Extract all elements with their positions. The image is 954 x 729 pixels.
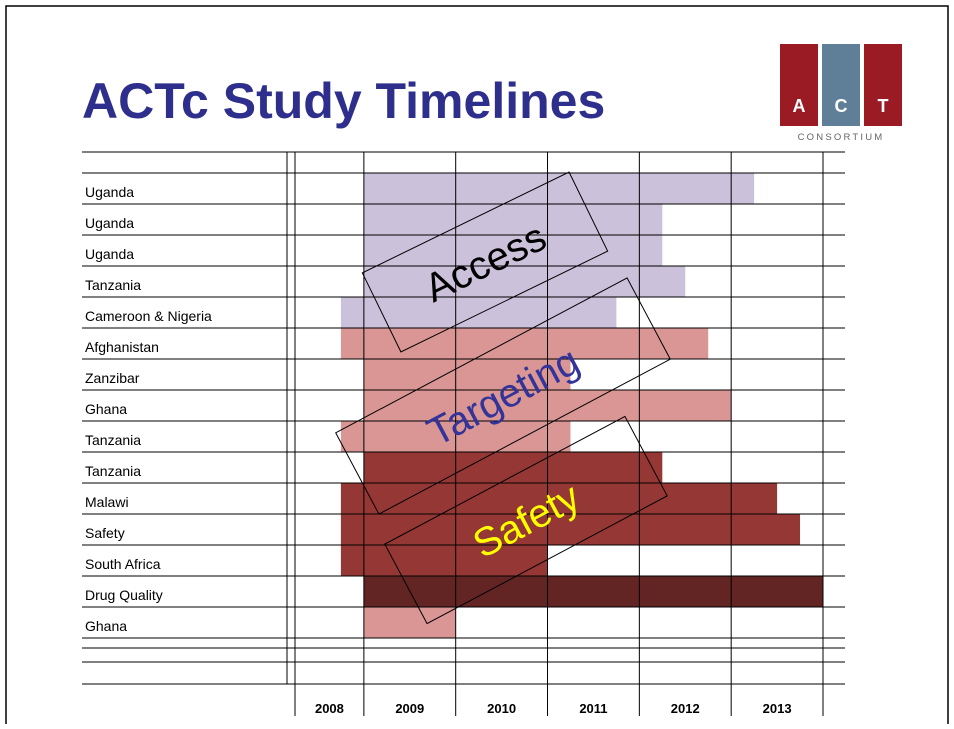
year-label: 2013 xyxy=(763,701,792,716)
logo-bar xyxy=(822,44,860,126)
row-label: Safety xyxy=(85,525,125,541)
logo-bar xyxy=(864,44,902,126)
row-label: Uganda xyxy=(85,184,134,200)
year-label: 2012 xyxy=(671,701,700,716)
timeline-bar xyxy=(363,452,663,483)
row-label: Tanzania xyxy=(85,463,141,479)
timeline-bar xyxy=(363,607,456,638)
row-label: Tanzania xyxy=(85,277,141,293)
row-label: Zanzibar xyxy=(85,370,140,386)
row-label: Ghana xyxy=(85,618,127,634)
timeline-bar xyxy=(363,576,823,607)
row-label: Malawi xyxy=(85,494,129,510)
logo: A C T CONSORTIUM xyxy=(780,44,902,143)
slide-title: ACTc Study Timelines xyxy=(82,73,605,129)
logo-letter: T xyxy=(878,96,889,116)
row-label: Drug Quality xyxy=(85,587,163,603)
row-label: Cameroon & Nigeria xyxy=(85,308,212,324)
timeline-bar xyxy=(363,266,686,297)
timeline-bar xyxy=(363,204,663,235)
row-label: Afghanistan xyxy=(85,339,159,355)
row-label: Uganda xyxy=(85,215,134,231)
year-label: 2010 xyxy=(487,701,516,716)
timeline-bar xyxy=(340,545,548,576)
logo-letter: C xyxy=(835,96,848,116)
year-label: 2008 xyxy=(315,701,344,716)
timeline-bar xyxy=(363,359,571,390)
timeline-bar xyxy=(340,483,778,514)
row-label: Ghana xyxy=(85,401,127,417)
timeline-bar xyxy=(363,173,755,204)
row-label: Uganda xyxy=(85,246,134,262)
timeline-bar xyxy=(363,235,663,266)
timeline-bar xyxy=(340,328,709,359)
logo-text: CONSORTIUM xyxy=(798,132,885,143)
row-label: South Africa xyxy=(85,556,161,572)
year-label: 2009 xyxy=(395,701,424,716)
logo-letter: A xyxy=(793,96,806,116)
annotation-box xyxy=(335,277,671,515)
annotation-box xyxy=(384,415,668,625)
logo-bar xyxy=(780,44,818,126)
annotation-box xyxy=(361,171,609,353)
timeline-bar xyxy=(340,514,801,545)
year-label: 2011 xyxy=(579,701,607,716)
row-label: Tanzania xyxy=(85,432,141,448)
